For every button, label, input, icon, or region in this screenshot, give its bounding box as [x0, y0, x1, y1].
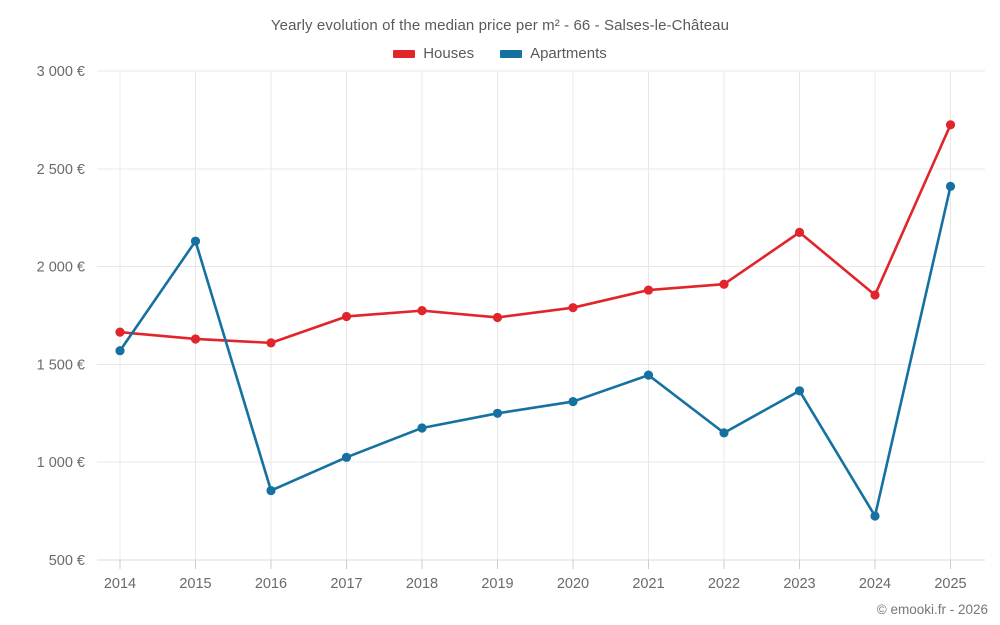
x-axis-tick-label: 2014	[104, 576, 136, 592]
y-axis-tick-label: 1 500 €	[37, 357, 85, 373]
data-point-apartments[interactable]	[568, 396, 578, 407]
x-axis-tick-label: 2020	[557, 576, 589, 592]
data-point-houses[interactable]	[190, 334, 201, 344]
legend-swatch-houses	[393, 49, 416, 58]
data-point-houses[interactable]	[794, 227, 805, 237]
data-point-apartments[interactable]	[945, 181, 956, 192]
data-point-apartments[interactable]	[870, 511, 880, 521]
chart-title: Yearly evolution of the median price per…	[270, 17, 730, 34]
data-point-houses[interactable]	[266, 338, 276, 348]
y-axis-tick-label: 3 000 €	[37, 64, 85, 80]
legend-label-houses: Houses	[423, 45, 475, 62]
y-axis-tick-label: 2 000 €	[37, 260, 85, 276]
data-point-apartments[interactable]	[719, 428, 729, 438]
x-axis-tick-label: 2018	[406, 576, 438, 592]
data-point-houses[interactable]	[568, 303, 578, 313]
data-point-houses[interactable]	[870, 290, 880, 300]
x-axis-tick-label: 2016	[255, 576, 287, 592]
data-point-houses[interactable]	[719, 279, 729, 289]
x-axis-tick-label: 2015	[179, 576, 211, 592]
y-axis-tick-label: 1 000 €	[37, 455, 85, 471]
data-point-houses[interactable]	[115, 327, 125, 337]
x-axis-tick-label: 2017	[330, 576, 362, 592]
data-point-houses[interactable]	[945, 120, 956, 130]
data-point-apartments[interactable]	[794, 386, 805, 396]
legend-swatch-apartments	[500, 49, 523, 58]
data-point-apartments[interactable]	[492, 408, 503, 418]
data-point-apartments[interactable]	[417, 423, 427, 433]
x-axis-tick-label: 2024	[859, 576, 891, 592]
data-point-houses[interactable]	[417, 306, 427, 316]
y-axis-tick-label: 500 €	[49, 553, 85, 569]
x-axis-tick-label: 2021	[632, 576, 664, 592]
data-point-apartments[interactable]	[190, 236, 201, 246]
legend-item-houses[interactable]: Houses	[393, 46, 474, 61]
chart-legend: Houses Apartments	[0, 46, 1000, 61]
series-line-houses	[118, 123, 952, 345]
data-point-houses[interactable]	[492, 312, 503, 323]
x-axis-tick-label: 2019	[481, 576, 513, 592]
legend-label-apartments: Apartments	[530, 45, 607, 62]
series-line-apartments	[118, 185, 952, 518]
x-axis-tick-label: 2022	[708, 576, 740, 592]
data-point-apartments[interactable]	[115, 346, 125, 356]
data-point-apartments[interactable]	[341, 452, 352, 462]
data-point-apartments[interactable]	[266, 485, 276, 496]
copyright-credit: © emooki.fr - 2026	[876, 602, 988, 617]
x-axis-tick-label: 2025	[934, 576, 966, 592]
legend-item-apartments[interactable]: Apartments	[500, 46, 607, 61]
data-point-houses[interactable]	[341, 311, 352, 322]
data-point-apartments[interactable]	[643, 370, 654, 380]
data-point-houses[interactable]	[643, 285, 654, 295]
y-axis-tick-label: 2 500 €	[37, 162, 85, 178]
x-axis-tick-label: 2023	[783, 576, 815, 592]
